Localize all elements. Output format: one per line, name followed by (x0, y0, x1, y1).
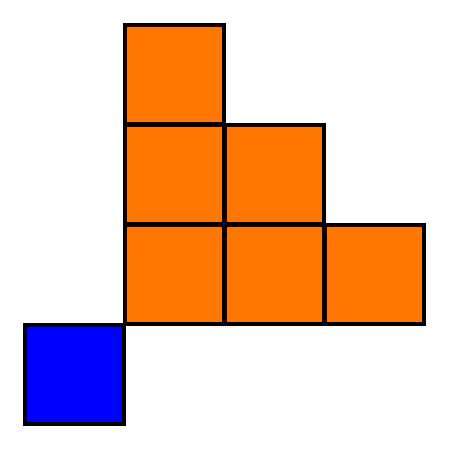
orange-block-r1-c2 (223, 123, 326, 226)
orange-block-r0-c1 (123, 23, 226, 126)
orange-block-r2-c1 (123, 223, 226, 326)
blue-block-r3-c0 (23, 323, 126, 426)
orange-block-r1-c1 (123, 123, 226, 226)
orange-block-r2-c2 (223, 223, 326, 326)
orange-block-r2-c3 (323, 223, 426, 326)
